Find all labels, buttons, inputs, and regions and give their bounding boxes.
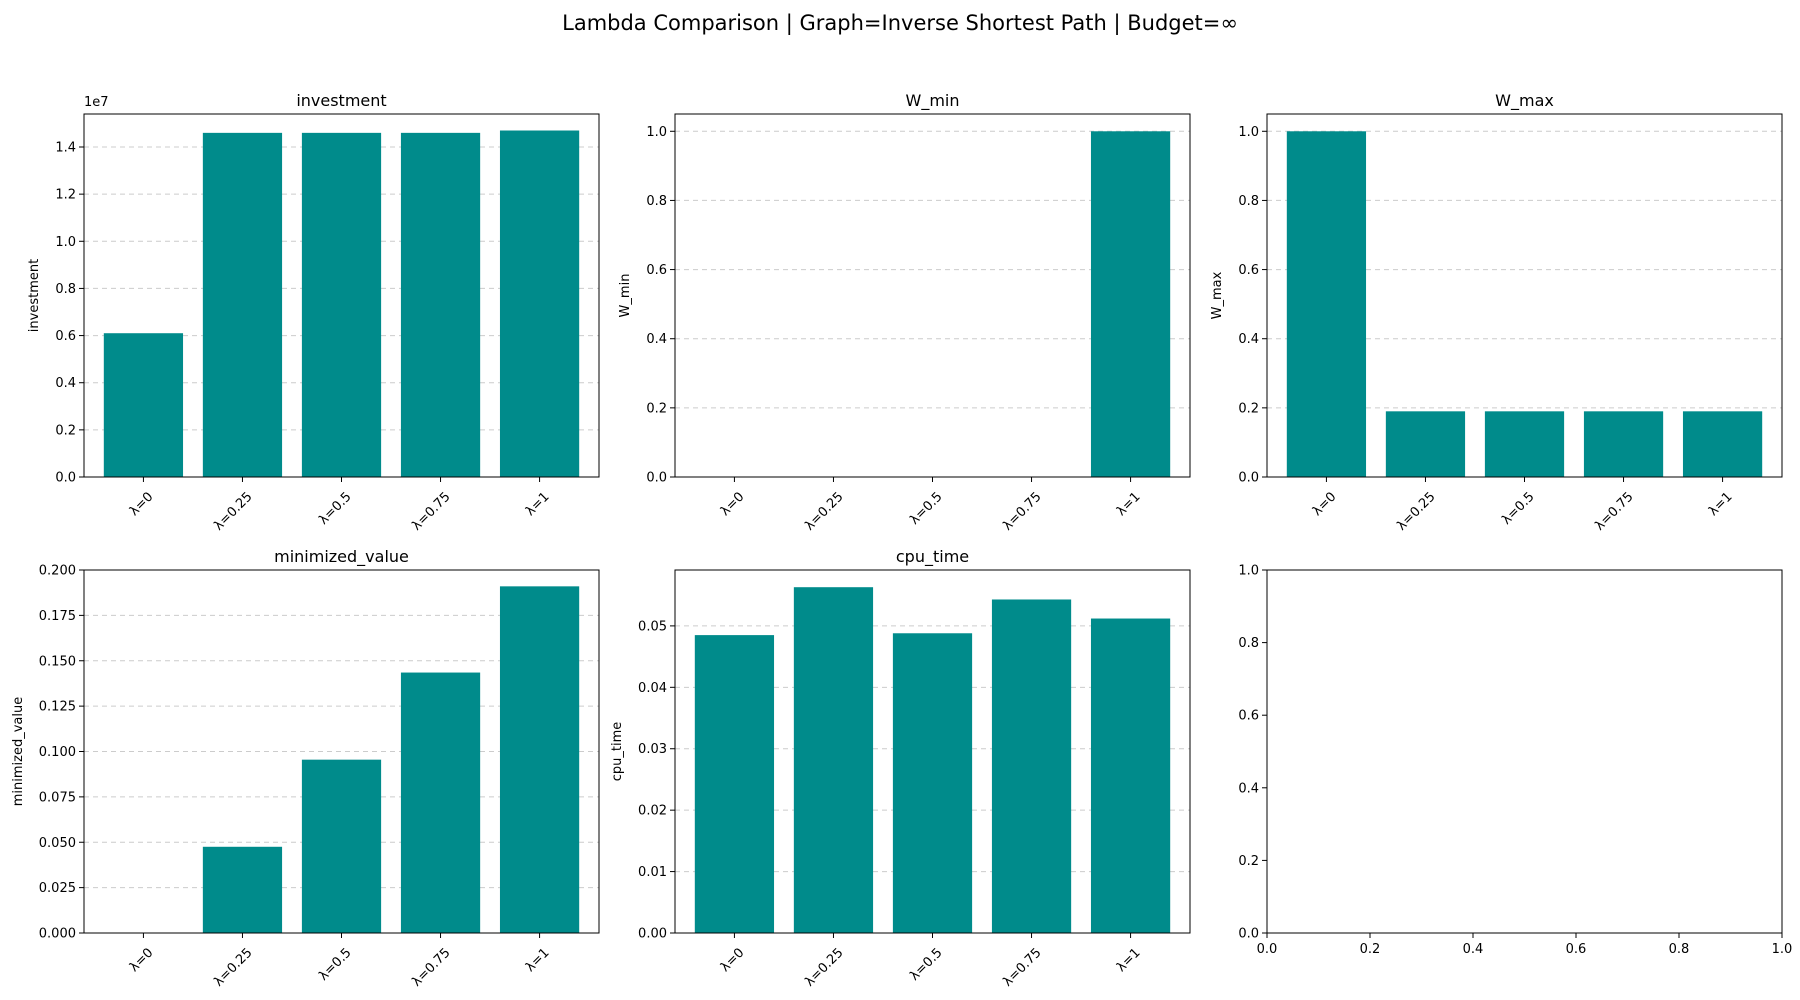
y-tick-label: 0.05: [638, 619, 667, 634]
y-tick-label: 0.025: [39, 881, 76, 896]
y-tick-label: 0.075: [39, 790, 76, 805]
y-tick-label: 0.175: [39, 609, 76, 624]
y-tick-label: 0.2: [55, 423, 76, 438]
bar-4: [400, 132, 481, 477]
subplot-title: investment: [296, 91, 386, 110]
subplot-title: W_max: [1495, 91, 1554, 111]
bar-4: [400, 672, 481, 933]
x-tick-label: 0.4: [1463, 942, 1484, 957]
y-tick-label: 0.2: [1238, 401, 1259, 416]
bar-4: [1583, 411, 1664, 477]
y-tick-label: 0.8: [1238, 636, 1259, 651]
y-tick-label: 0.050: [39, 836, 76, 851]
x-tick-label: 0.6: [1566, 942, 1587, 957]
y-tick-label: 0.4: [1238, 332, 1259, 347]
y-tick-label: 0.0: [1238, 927, 1259, 942]
y-tick-label: 0.8: [55, 282, 76, 297]
y-tick-label: 0.01: [638, 865, 667, 880]
y-tick-label: 0.4: [646, 332, 667, 347]
y-tick-label: 0.0: [55, 471, 76, 486]
bar-5: [1682, 411, 1763, 477]
y-tick-label: 1.0: [1238, 564, 1259, 579]
y-axis-label: W_max: [1210, 271, 1225, 319]
subplot-6: 0.0 0.2 0.4 0.6 0.8 1.0 0.0 0.2 0.4 0.6 0.8 1.0: [1238, 564, 1792, 958]
y-tick-label: 0.6: [55, 329, 76, 344]
y-tick-label: 0.02: [638, 804, 667, 819]
y-tick-label: 0.125: [39, 700, 76, 715]
y-tick-label: 1.2: [55, 188, 76, 203]
y-tick-label: 0.100: [39, 745, 76, 760]
y-tick-label: 0.2: [646, 401, 667, 416]
y-tick-label: 0.4: [1238, 781, 1259, 796]
y-tick-label: 0.150: [39, 654, 76, 669]
bar-3: [1484, 411, 1565, 477]
y-tick-label: 1.0: [646, 125, 667, 140]
y-tick-label: 0.6: [646, 263, 667, 278]
bar-5: [499, 130, 580, 477]
axes-frame: [83, 113, 600, 478]
x-tick-label: 0.8: [1669, 942, 1690, 957]
y-tick-label: 0.6: [1238, 709, 1259, 724]
bar-1: [103, 333, 184, 477]
y-tick-label: 0.2: [1238, 854, 1259, 869]
x-tick-label: 0.2: [1360, 942, 1381, 957]
y-tick-label: 0.00: [638, 927, 667, 942]
axes-frame: [674, 113, 1191, 478]
y-tick-label: 0.6: [1238, 263, 1259, 278]
bar-5: [499, 586, 580, 933]
y-tick-label: 0.000: [39, 927, 76, 942]
subplot-title: cpu_time: [896, 547, 969, 567]
y-tick-label: 0.0: [1238, 471, 1259, 486]
y-tick-label: 0.8: [646, 194, 667, 209]
y-axis-label: investment: [27, 259, 42, 332]
bar-5: [1090, 131, 1171, 478]
y-tick-label: 0.0: [646, 471, 667, 486]
bar-5: [1090, 618, 1171, 933]
y-tick-label: 0.200: [39, 564, 76, 579]
y-axis-label: cpu_time: [610, 722, 625, 782]
axes-frame: [1266, 113, 1783, 478]
y-axis-label: minimized_value: [11, 697, 26, 806]
subplot-title: minimized_value: [274, 547, 409, 567]
bar-1: [694, 635, 775, 933]
y-tick-label: 1.0: [1238, 125, 1259, 140]
bar-3: [301, 132, 382, 477]
bar-2: [202, 846, 283, 933]
x-tick-label: 1.0: [1772, 942, 1793, 957]
bar-1: [1286, 131, 1367, 478]
y-offset-label: 1e7: [84, 95, 109, 110]
y-tick-label: 1.0: [55, 235, 76, 250]
bar-4: [991, 599, 1072, 933]
axes-frame: [1266, 569, 1783, 934]
y-axis-label: W_min: [618, 274, 633, 318]
bar-2: [202, 132, 283, 477]
subplot-title: W_min: [906, 91, 960, 111]
figure-suptitle: Lambda Comparison | Graph=Inverse Shorte…: [562, 11, 1238, 36]
y-tick-label: 0.04: [638, 681, 667, 696]
bar-2: [793, 587, 874, 933]
y-tick-label: 0.4: [55, 376, 76, 391]
axes-frame: [83, 569, 600, 934]
bar-3: [301, 759, 382, 933]
y-tick-label: 0.03: [638, 742, 667, 757]
x-tick-label: 0.0: [1257, 942, 1278, 957]
bar-2: [1385, 411, 1466, 477]
y-tick-label: 1.4: [55, 141, 76, 156]
bar-3: [892, 633, 973, 933]
y-tick-label: 0.8: [1238, 194, 1259, 209]
axes-frame: [674, 569, 1191, 934]
